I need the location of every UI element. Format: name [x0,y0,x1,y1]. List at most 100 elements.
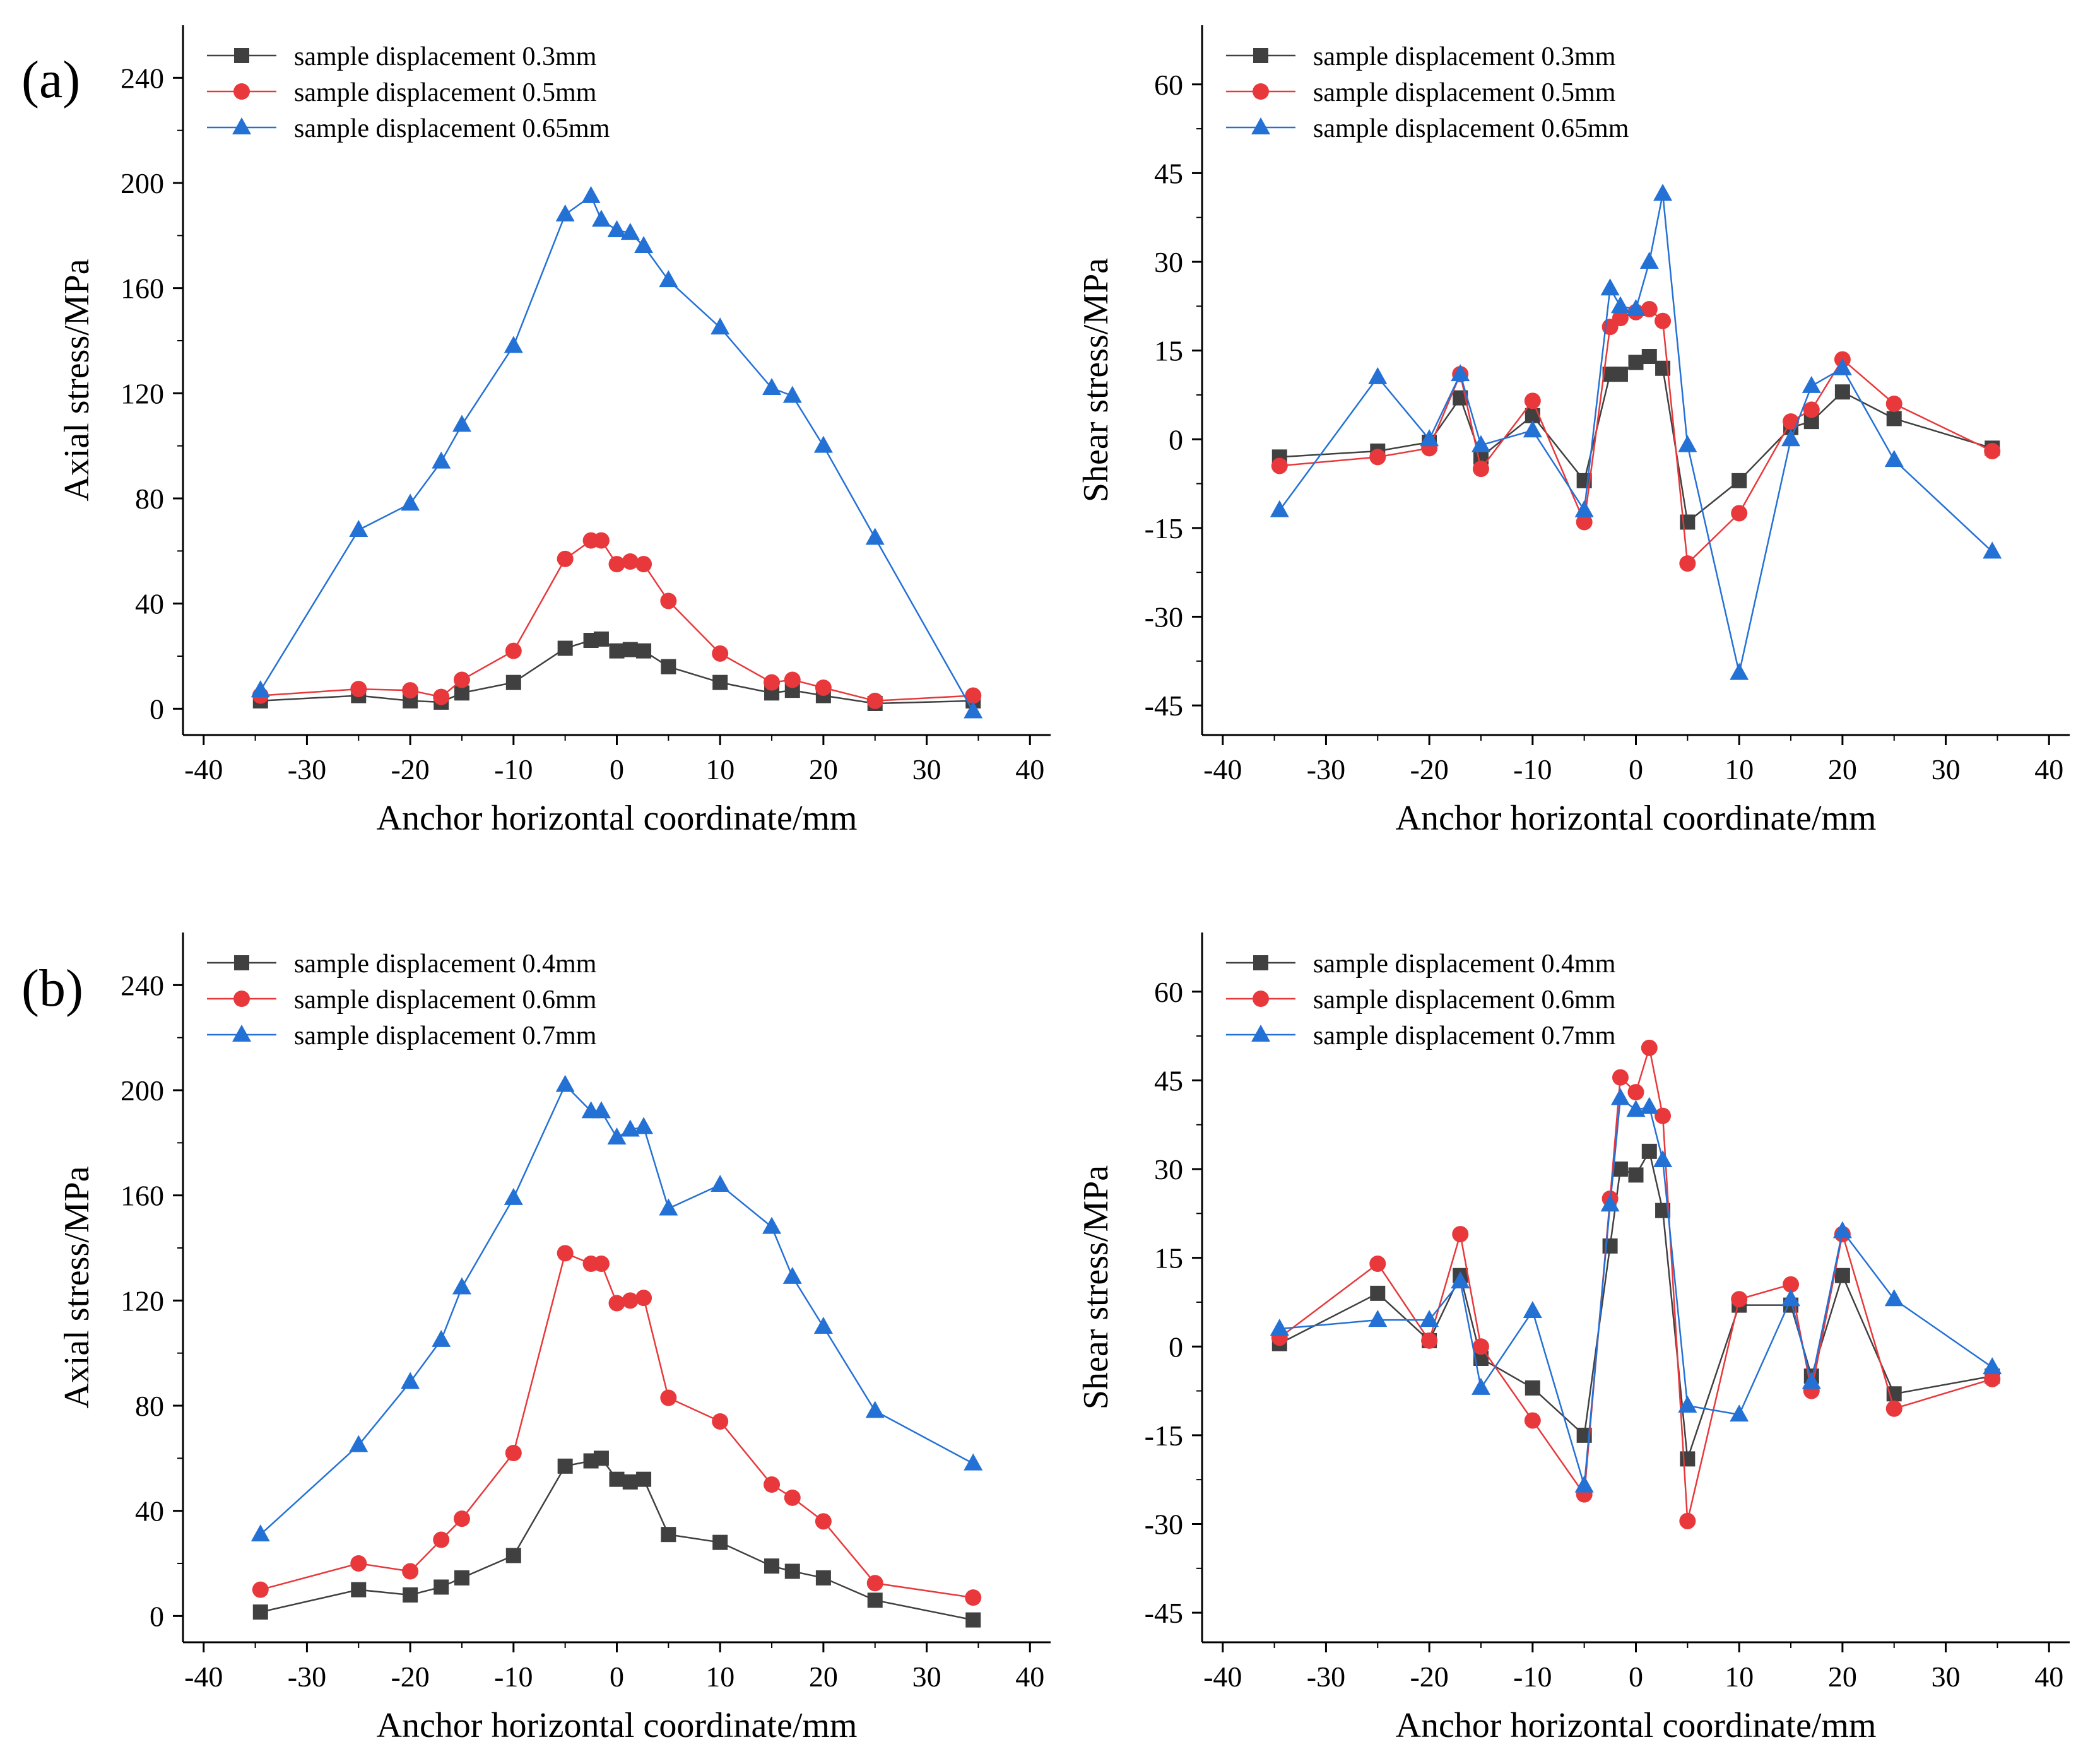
legend-label: sample displacement 0.4mm [294,950,597,979]
legend-marker [1253,991,1269,1007]
legend-label: sample displacement 0.6mm [294,985,597,1015]
y-tick-label: 15 [1154,1242,1183,1274]
x-tick-label: 10 [1725,1661,1754,1693]
data-point [1781,1289,1801,1307]
data-point [403,1587,418,1603]
data-point [505,642,522,659]
data-point [813,1317,833,1334]
legend-label: sample displacement 0.7mm [294,1021,597,1050]
data-point [620,1119,640,1137]
y-axis-title: Shear stress/MPa [1077,1165,1116,1409]
data-point [1600,1194,1620,1212]
x-tick-label: 10 [705,753,734,785]
data-point [1641,1143,1657,1159]
legend: sample displacement 0.3mm sample displace… [1226,42,1629,143]
y-tick-label: -30 [1145,601,1183,633]
data-point [1984,1370,2001,1387]
y-tick-label: 200 [121,167,164,199]
data-point [1610,1088,1630,1105]
y-axis-title: Axial stress/MPa [57,1166,97,1408]
chart-a-shear: -40 -30 -20 -10 0 10 20 30 40 -45 -30 -15 0 15 30 45 60 A… [1077,25,2070,838]
data-point [1368,1310,1388,1327]
data-point [635,1290,652,1307]
y-tick-label: 30 [1154,1153,1183,1185]
data-point [351,1582,367,1597]
series-line [1279,308,1993,565]
data-point [762,378,782,395]
data-point [1472,461,1489,478]
x-tick-label: 0 [610,753,624,785]
data-point [453,671,470,688]
series-3 [251,185,983,719]
x-tick-label: 20 [1828,1661,1857,1693]
data-point [636,1471,652,1487]
x-tick-label: 20 [809,1661,838,1693]
data-point [434,1579,449,1595]
x-tick-label: -40 [184,753,223,785]
y-tick-label: 120 [121,377,164,409]
data-point [813,435,833,453]
x-tick-label: -10 [494,1661,533,1693]
series-line [1279,1047,1993,1522]
series-line [1279,355,1993,524]
data-point [712,1413,729,1430]
y-tick-label: 60 [1154,976,1183,1008]
legend-label: sample displacement 0.6mm [1313,985,1616,1015]
legend-marker [1253,955,1268,970]
data-point [557,1458,573,1474]
chart-b-axial: -40 -30 -20 -10 0 10 20 30 40 0 40 80 120 160 200 240 An… [57,932,1051,1745]
legend-marker [1251,117,1270,134]
x-tick-label: -30 [288,753,326,785]
data-point [867,1592,883,1608]
data-point [1834,1268,1850,1283]
series-2 [252,1245,982,1606]
data-point [252,1581,269,1598]
legend-label: sample displacement 0.65mm [1313,114,1629,143]
data-point [452,1277,471,1295]
data-point [504,1187,523,1205]
data-point [1783,1276,1800,1293]
data-point [784,671,801,688]
data-point [1731,1291,1748,1308]
legend-label: sample displacement 0.5mm [294,78,597,107]
data-point [607,1127,627,1144]
x-tick-label: -10 [1513,753,1552,785]
x-tick-label: 0 [1629,1661,1643,1693]
data-point [965,1612,981,1628]
x-axis-title: Anchor horizontal coordinate/mm [1396,799,1877,838]
data-point [1524,392,1541,409]
data-point [815,1513,832,1530]
data-point [401,1372,420,1389]
data-point [608,1295,625,1312]
data-point [1983,541,2002,559]
legend-marker [233,83,250,100]
y-tick-label: 60 [1154,69,1183,101]
y-tick-label: 200 [121,1074,164,1107]
y-tick-label: -15 [1145,1420,1183,1452]
data-point [712,645,729,662]
data-point [1626,299,1646,316]
x-tick-label: -20 [391,1661,429,1693]
x-tick-label: 30 [1932,1661,1961,1693]
y-tick-label: 160 [121,1180,164,1212]
data-point [1639,252,1659,269]
data-point [454,1570,469,1585]
y-tick-label: 160 [121,273,164,305]
data-point [504,336,523,353]
legend: sample displacement 0.4mm sample displace… [207,950,597,1050]
data-point [622,1292,639,1309]
data-point [1886,411,1902,427]
y-tick-label: 0 [150,693,164,725]
x-tick-label: 10 [705,1661,734,1693]
x-tick-label: -40 [1203,1661,1242,1693]
data-point [505,674,521,690]
data-point [1524,1412,1541,1429]
series-1 [252,1450,981,1628]
data-point [1983,1357,2002,1375]
series-line [1278,193,1993,673]
data-point [1451,364,1470,382]
data-point [1270,500,1289,517]
y-tick-label: 40 [135,588,164,620]
x-tick-label: 0 [610,1661,624,1693]
y-tick-label: 80 [135,483,164,515]
